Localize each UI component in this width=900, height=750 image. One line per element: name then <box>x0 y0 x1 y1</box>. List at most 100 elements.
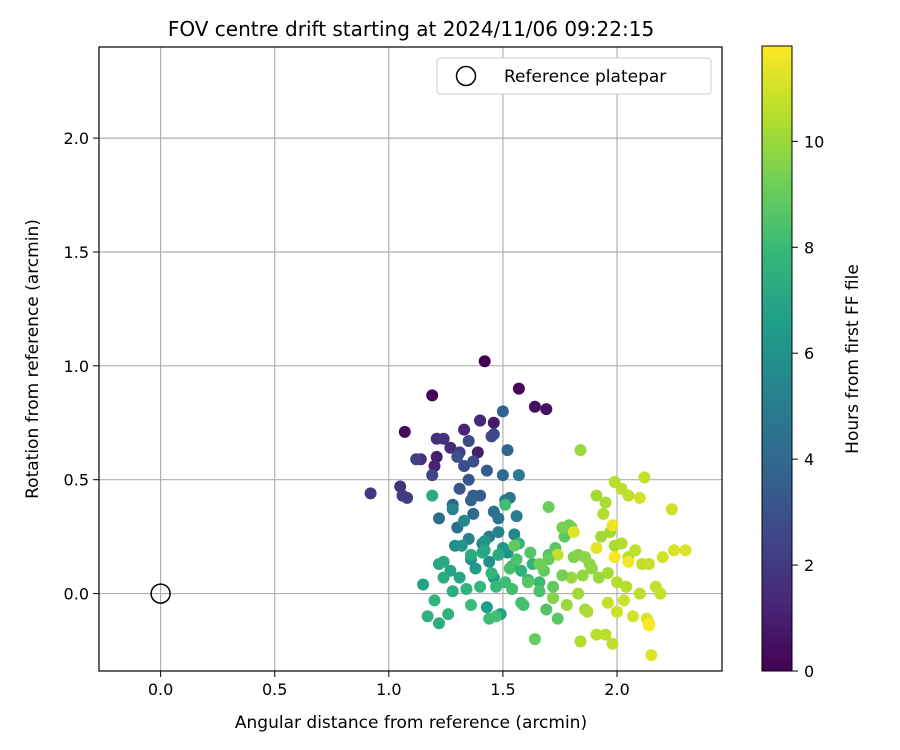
data-point <box>465 548 477 561</box>
data-point <box>506 583 519 595</box>
data-point <box>458 514 471 527</box>
y-tick-label: 2.0 <box>64 129 89 148</box>
data-point <box>421 610 434 623</box>
data-point <box>601 567 614 580</box>
data-point <box>426 389 439 402</box>
colorbar-gradient <box>761 45 793 672</box>
data-point <box>515 564 528 577</box>
data-point <box>572 587 585 600</box>
data-point <box>492 548 505 561</box>
data-point <box>599 628 612 641</box>
data-point <box>599 496 612 509</box>
data-point <box>638 471 651 484</box>
data-point <box>510 510 523 523</box>
data-point <box>446 503 459 516</box>
data-point <box>480 464 493 477</box>
grid-lines <box>99 47 722 671</box>
data-point <box>430 450 443 463</box>
data-point <box>474 414 487 427</box>
data-point <box>540 603 553 616</box>
data-point <box>656 551 669 564</box>
data-point <box>485 567 498 580</box>
data-point <box>595 530 608 543</box>
data-point <box>474 580 487 593</box>
data-point <box>487 428 500 441</box>
data-point <box>465 599 477 611</box>
legend: Reference platepar <box>436 57 712 95</box>
data-point <box>478 355 491 368</box>
data-point <box>533 576 546 589</box>
data-point <box>398 425 411 438</box>
data-point <box>528 400 541 413</box>
data-point <box>643 558 655 570</box>
data-point <box>462 435 475 447</box>
y-tick-label: 0.5 <box>64 471 89 490</box>
data-point <box>522 576 534 589</box>
plot-area: 0.0 0.5 1.0 1.5 2.0 0.0 0.5 1.0 1.5 2.0 <box>64 46 723 699</box>
data-point <box>503 562 516 575</box>
data-point <box>417 578 430 591</box>
data-point <box>492 526 505 539</box>
data-point <box>524 546 537 559</box>
data-point <box>478 535 491 548</box>
data-point <box>492 512 505 525</box>
data-point <box>465 494 477 507</box>
data-point <box>478 544 491 557</box>
data-point <box>585 562 598 575</box>
data-point <box>437 555 450 568</box>
data-point <box>611 605 623 618</box>
data-point <box>611 576 623 589</box>
data-point <box>668 544 681 557</box>
data-point <box>622 489 635 502</box>
data-point <box>483 555 496 568</box>
colorbar-tick-label: 2 <box>804 556 814 575</box>
data-point <box>560 599 573 611</box>
x-tick-label: 1.5 <box>490 680 515 699</box>
plot-background <box>99 47 722 671</box>
chart-title: FOV centre drift starting at 2024/11/06 … <box>168 17 654 41</box>
data-point <box>542 553 555 566</box>
data-point <box>480 601 493 614</box>
data-point <box>471 446 484 459</box>
data-point <box>462 473 475 486</box>
data-point <box>467 455 480 468</box>
data-point <box>496 469 509 482</box>
data-point <box>617 594 630 607</box>
reference-platepar-marker <box>150 583 171 604</box>
data-point <box>453 482 466 495</box>
data-point <box>469 562 482 575</box>
data-point <box>556 569 569 582</box>
colorbar-tick-label: 0 <box>804 662 814 681</box>
data-point <box>608 551 621 564</box>
data-point <box>551 548 564 561</box>
data-point <box>565 571 578 584</box>
data-point <box>567 526 580 539</box>
data-point <box>490 580 503 593</box>
data-point <box>622 555 635 568</box>
data-point <box>401 491 414 504</box>
data-point <box>510 553 523 566</box>
data-point <box>487 416 500 429</box>
data-point <box>629 544 642 557</box>
colorbar-label: Hours from first FF file <box>843 264 863 454</box>
legend-box <box>436 57 712 95</box>
data-point <box>437 571 450 584</box>
data-point <box>643 619 655 632</box>
x-tick-label: 2.0 <box>604 680 629 699</box>
data-point <box>501 444 514 457</box>
data-point <box>444 441 457 454</box>
y-axis-ticks: 0.0 0.5 1.0 1.5 2.0 <box>64 129 99 604</box>
colorbar-tick-label: 4 <box>804 450 814 469</box>
reference-marker-group <box>150 583 171 604</box>
colorbar-tick-label: 6 <box>804 344 814 363</box>
data-point <box>458 460 471 472</box>
data-point <box>433 512 445 525</box>
data-point <box>542 501 555 513</box>
data-point <box>574 635 587 648</box>
data-point <box>633 587 646 600</box>
data-point <box>533 585 546 598</box>
data-point <box>460 583 473 595</box>
data-point <box>581 605 594 618</box>
x-tick-label: 0.5 <box>262 680 287 699</box>
